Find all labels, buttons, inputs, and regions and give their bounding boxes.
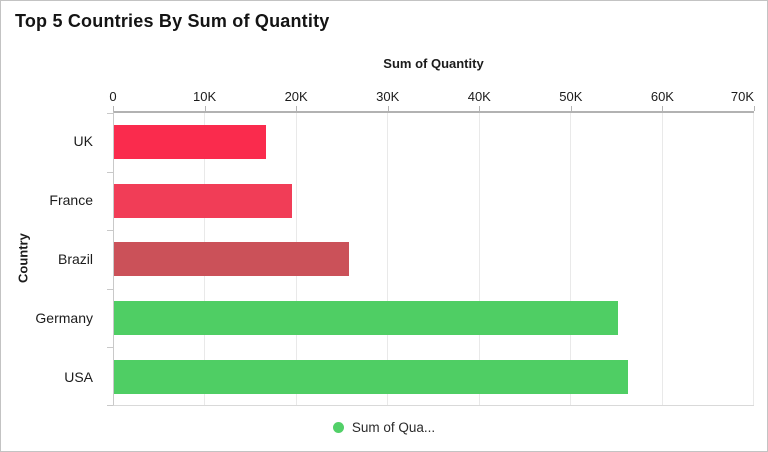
x-tick-label-50K: 50K (559, 89, 583, 104)
x-axis-title: Sum of Quantity (383, 56, 484, 71)
bar-row-france (114, 172, 754, 231)
bar-usa[interactable] (114, 359, 629, 394)
gridline-70K (753, 113, 754, 405)
gridline-60K (661, 113, 663, 405)
x-tick-mark-10K (204, 106, 206, 111)
y-tick-mark-4 (107, 347, 113, 349)
x-tick-mark-70K (754, 106, 755, 111)
bar-uk[interactable] (114, 125, 266, 160)
y-axis-category-labels: UK France Brazil Germany USA (1, 111, 103, 406)
gridline-40K (478, 113, 480, 405)
category-label-uk: UK (73, 132, 93, 149)
x-tick-label-60K: 60K (650, 89, 674, 104)
legend: Sum of Qua... (1, 412, 767, 442)
bar-germany[interactable] (114, 301, 619, 336)
x-tick-label-30K: 30K (376, 89, 400, 104)
bar-france[interactable] (114, 183, 293, 218)
gridline-30K (387, 113, 389, 405)
x-tick-mark-20K (296, 106, 298, 111)
x-tick-mark-50K (570, 106, 572, 111)
x-tick-label-40K: 40K (467, 89, 491, 104)
x-axis-tick-labels: 0 10K 20K 30K 40K 50K 60K 70K (109, 85, 755, 111)
category-label-brazil: Brazil (57, 250, 93, 267)
legend-marker-icon (332, 421, 344, 433)
x-tick-mark-30K (387, 106, 389, 111)
chart-title: Top 5 Countries By Sum of Quantity (15, 11, 330, 31)
x-tick-mark-60K (662, 106, 664, 111)
x-tick-mark-0 (113, 106, 114, 111)
y-tick-mark-0 (107, 113, 113, 114)
bar-row-brazil (114, 230, 754, 289)
legend-item[interactable]: Sum of Qua... (332, 419, 436, 435)
x-tick-label-10K: 10K (192, 89, 217, 104)
bar-row-usa (114, 347, 754, 406)
y-tick-mark-5 (107, 405, 113, 406)
legend-label: Sum of Qua... (351, 419, 436, 435)
bar-row-uk (114, 113, 754, 172)
category-label-france: France (49, 191, 93, 208)
x-tick-label-0: 0 (109, 89, 117, 104)
bar-brazil[interactable] (114, 242, 349, 277)
y-tick-mark-3 (107, 288, 113, 290)
gridline-50K (570, 113, 572, 405)
x-tick-label-70K: 70K (730, 89, 754, 104)
x-tick-label-20K: 20K (284, 89, 308, 104)
y-tick-mark-2 (107, 230, 113, 232)
plot-area (107, 111, 754, 406)
y-tick-mark-1 (107, 171, 113, 173)
bar-row-germany (114, 289, 754, 348)
category-label-germany: Germany (35, 309, 93, 326)
x-tick-mark-40K (479, 106, 481, 111)
category-label-usa: USA (64, 368, 93, 385)
